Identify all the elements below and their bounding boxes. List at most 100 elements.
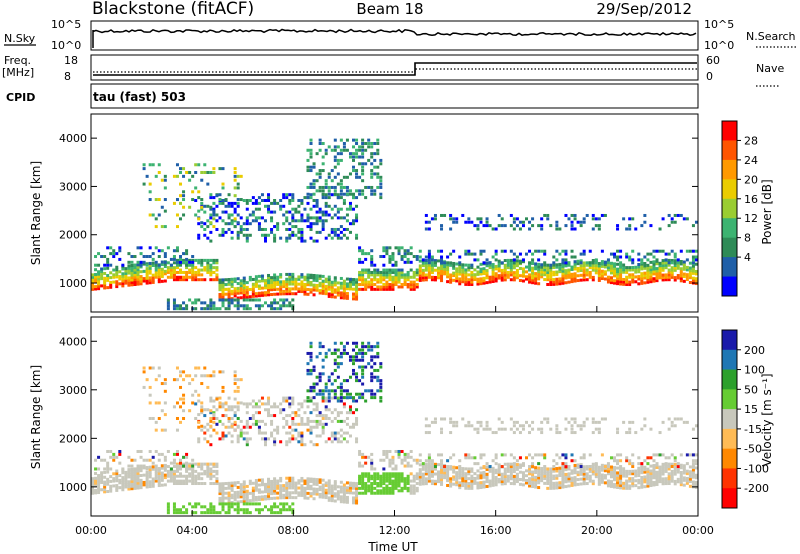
power-cell [391, 270, 395, 274]
velocity-cell [94, 479, 98, 483]
power-cell [361, 189, 365, 193]
power-cell [257, 222, 261, 226]
velocity-cell [327, 486, 331, 490]
power-cell [154, 225, 158, 229]
power-cell [209, 301, 213, 305]
power-cell [609, 276, 613, 280]
power-cell [606, 278, 610, 282]
velocity-cell [555, 469, 559, 473]
power-cell [257, 196, 261, 200]
power-cell [121, 274, 125, 278]
velocity-cell [682, 466, 686, 470]
power-cell [355, 196, 359, 200]
colorbar-tick-label: 16 [744, 193, 758, 206]
power-cell [300, 282, 304, 286]
power-cell [230, 213, 234, 217]
power-cell [461, 263, 465, 267]
power-cell [552, 270, 556, 274]
velocity-cell [160, 471, 164, 475]
power-cell [433, 213, 437, 217]
velocity-cell [257, 428, 261, 432]
power-cell [209, 196, 213, 200]
power-cell [197, 270, 201, 274]
power-cell [464, 282, 468, 286]
power-cell [300, 213, 304, 217]
velocity-cell [306, 491, 310, 495]
velocity-cell [339, 389, 343, 393]
velocity-cell [215, 472, 219, 476]
velocity-cell [361, 351, 365, 355]
velocity-cell [191, 482, 195, 486]
velocity-cell [154, 464, 158, 468]
power-cell [348, 207, 352, 211]
power-cell [449, 280, 453, 284]
power-cell [664, 275, 668, 279]
power-cell [455, 220, 459, 224]
power-cell [309, 169, 313, 173]
power-cell [115, 280, 119, 284]
velocity-cell [185, 479, 189, 483]
velocity-cell [333, 492, 337, 496]
velocity-cell [306, 399, 310, 403]
velocity-cell [370, 467, 374, 471]
power-cell [609, 278, 613, 282]
power-cell [97, 263, 101, 267]
velocity-cell [124, 480, 128, 484]
power-cell [291, 230, 295, 234]
power-cell [273, 285, 277, 289]
power-cell [215, 204, 219, 208]
power-cell [370, 189, 374, 193]
velocity-cell [212, 411, 216, 415]
power-cell [652, 262, 656, 266]
power-cell [318, 289, 322, 293]
power-cell [364, 283, 368, 287]
velocity-cell [361, 491, 365, 495]
velocity-cell [376, 482, 380, 486]
power-cell [585, 278, 589, 282]
power-cell [452, 264, 456, 268]
power-cell [622, 217, 626, 221]
velocity-cell [342, 431, 346, 435]
power-cell [628, 258, 632, 262]
power-cell [179, 182, 183, 186]
power-cell [567, 280, 571, 284]
velocity-cell [203, 431, 207, 435]
power-cell [182, 190, 186, 194]
velocity-cell [339, 419, 343, 423]
velocity-cell [321, 372, 325, 376]
power-cell [297, 236, 301, 240]
velocity-cell [139, 478, 143, 482]
velocity-cell [230, 405, 234, 409]
velocity-cell [570, 427, 574, 431]
power-cell [570, 275, 574, 279]
velocity-cell [433, 482, 437, 486]
power-cell [236, 174, 240, 178]
velocity-cell [154, 472, 158, 476]
power-cell [358, 192, 362, 196]
power-cell [236, 213, 240, 217]
power-cell [619, 268, 623, 272]
power-cell [503, 278, 507, 282]
power-cell [306, 201, 310, 205]
velocity-cell [388, 482, 392, 486]
velocity-cell [364, 455, 368, 459]
velocity-cell [476, 476, 480, 480]
power-cell [270, 301, 274, 305]
velocity-cell [436, 480, 440, 484]
power-cell [327, 192, 331, 196]
power-cell [206, 225, 210, 229]
velocity-cell [197, 465, 201, 469]
power-cell [294, 233, 298, 237]
power-cell [555, 265, 559, 269]
velocity-cell [191, 505, 195, 509]
velocity-cell [282, 502, 286, 506]
velocity-cell [288, 491, 292, 495]
power-cell [197, 222, 201, 226]
power-cell [336, 196, 340, 200]
power-cell [239, 174, 243, 178]
velocity-cell [540, 431, 544, 435]
velocity-cell [361, 396, 365, 400]
power-cell [330, 292, 334, 296]
power-cell [172, 266, 176, 270]
power-cell [655, 269, 659, 273]
